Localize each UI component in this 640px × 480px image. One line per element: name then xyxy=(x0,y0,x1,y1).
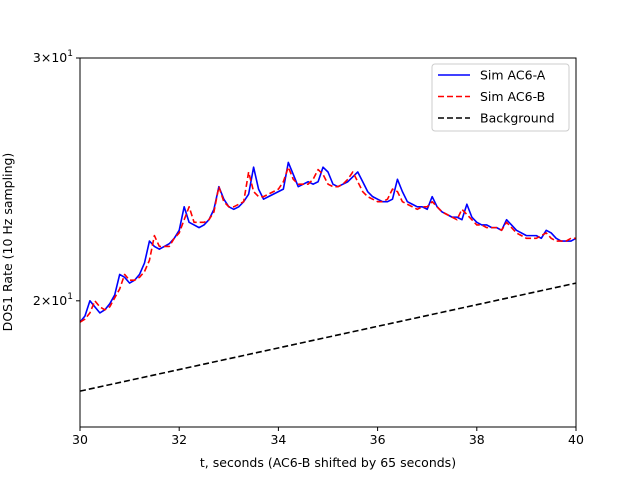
x-tick-label: 40 xyxy=(568,432,584,447)
legend: Sim AC6-A Sim AC6-B Background xyxy=(431,63,570,132)
x-tick-label: 36 xyxy=(370,432,386,447)
y-tick-label: 2×101 xyxy=(33,292,73,308)
x-tick-label: 34 xyxy=(270,432,286,447)
series-line-2 xyxy=(79,166,576,323)
x-tick-label: 32 xyxy=(171,432,187,447)
x-axis-ticks: 30 32 34 36 38 40 xyxy=(72,427,584,447)
legend-label: Background xyxy=(480,111,555,126)
plot-frame xyxy=(79,57,577,428)
x-tick-label: 38 xyxy=(469,432,485,447)
plot-lines xyxy=(79,161,577,392)
x-tick-label: 30 xyxy=(72,432,88,447)
y-tick-label: 3×101 xyxy=(33,49,73,65)
series-line-1 xyxy=(79,161,577,323)
y-axis-label: DOS1 Rate (10 Hz sampling) xyxy=(0,153,15,332)
legend-label: Sim AC6-A xyxy=(480,68,546,83)
legend-box xyxy=(431,63,570,132)
x-axis-label: t, seconds (AC6-B shifted by 65 seconds) xyxy=(200,455,456,470)
y-axis-ticks: 2×101 3×101 xyxy=(33,49,80,308)
legend-label: Sim AC6-B xyxy=(480,89,545,104)
series-line-3 xyxy=(79,282,577,392)
